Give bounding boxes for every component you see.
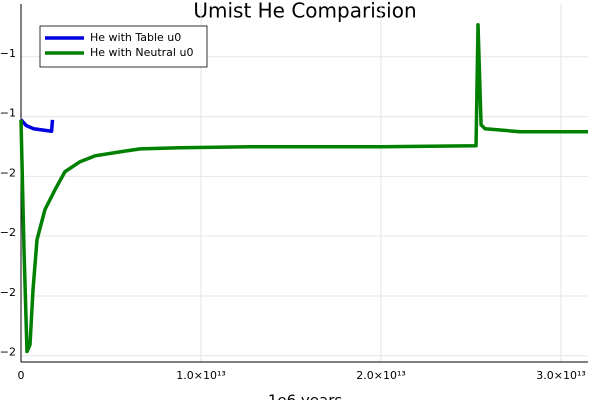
y-tick-label: −2	[0, 346, 16, 359]
y-tick-label: −2	[0, 286, 16, 299]
x-axis-label: 1e6 years	[268, 392, 343, 400]
x-tick-label: 2.0×10¹³	[356, 369, 406, 382]
x-tick-label: 3.0×10¹³	[536, 369, 586, 382]
legend: He with Table u0 He with Neutral u0	[39, 25, 208, 68]
chart-title: Umist He Comparision	[193, 0, 416, 23]
legend-label: He with Table u0	[90, 31, 181, 44]
y-tick-label: −2	[0, 226, 16, 239]
legend-box	[39, 25, 208, 68]
legend-label: He with Neutral u0	[90, 46, 193, 59]
y-tick-label: −1	[0, 47, 16, 60]
x-tick-label: 0	[18, 369, 25, 382]
line-series	[19, 22, 588, 354]
y-tick-label: −1	[0, 107, 16, 120]
x-tick-label: 1.0×10¹³	[176, 369, 226, 382]
y-tick-label: −2	[0, 166, 16, 179]
line-series	[19, 118, 55, 133]
